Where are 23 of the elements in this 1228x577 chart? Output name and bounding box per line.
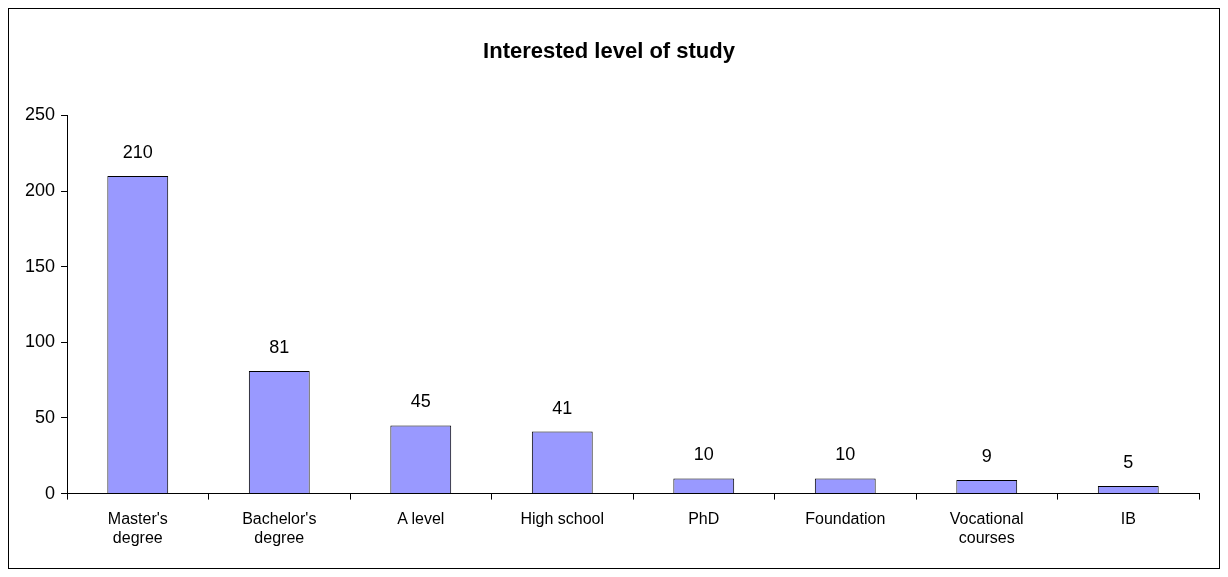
data-label: 45 [410, 391, 431, 412]
data-label: 5 [1123, 452, 1134, 472]
x-tick-label: Master's degree [107, 509, 168, 546]
y-tick-label: 200 [24, 180, 56, 201]
chart-title: Interested level of study [483, 38, 736, 64]
data-label: 41 [552, 397, 573, 418]
data-label: 10 [835, 444, 856, 465]
data-label: 81 [269, 337, 290, 358]
y-tick-label: 0 [45, 482, 56, 503]
x-tick-label: High school [520, 509, 605, 527]
data-label: 10 [693, 444, 714, 465]
x-tick-label: Foundation [805, 509, 886, 527]
data-label: 9 [981, 445, 992, 466]
y-tick-label: 250 [24, 104, 56, 125]
x-tick-label: Bachelor's degree [242, 509, 317, 546]
y-tick-label: 50 [35, 406, 56, 427]
y-tick-label: 100 [24, 331, 56, 352]
x-tick-label: A level [397, 509, 445, 527]
y-tick-label: 150 [24, 255, 56, 276]
data-label: 210 [122, 141, 153, 162]
x-tick-label: IB [1120, 509, 1136, 527]
x-tick-label: Vocational courses [949, 509, 1024, 546]
x-tick-label: PhD [688, 509, 720, 527]
